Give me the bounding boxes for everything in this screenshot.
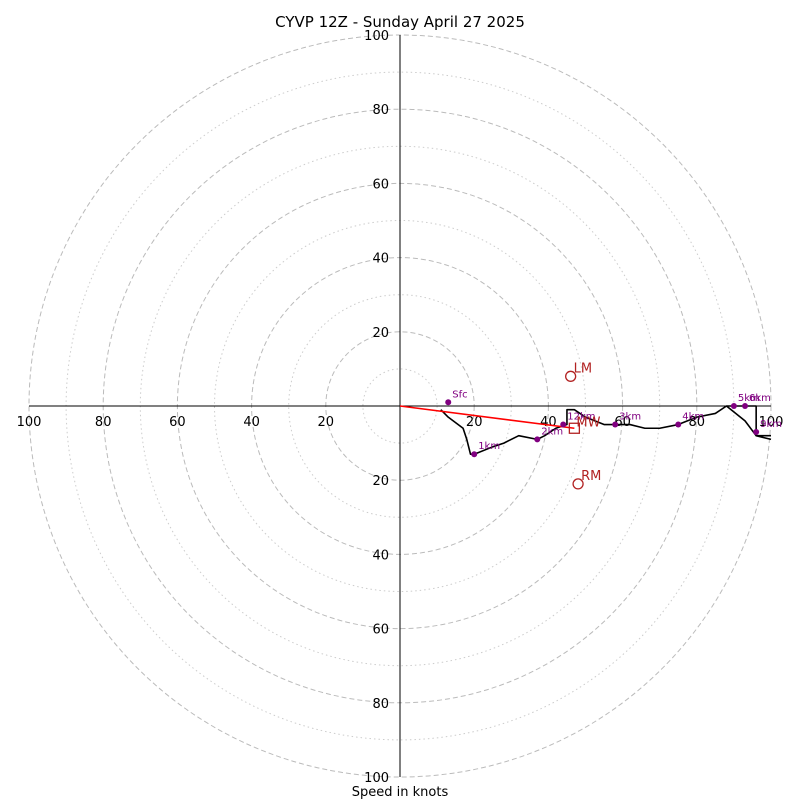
- y-tick-label: 20: [372, 326, 389, 341]
- storm-motion-markers: LM RM MW: [565, 361, 601, 490]
- right-mover-label: RM: [581, 469, 601, 484]
- height-label-2km: 2km: [541, 426, 563, 437]
- right-mover-marker: [572, 478, 584, 490]
- x-tick-label: 80: [95, 415, 112, 430]
- y-tick-label: 100: [364, 29, 389, 44]
- x-tick-label: 20: [466, 415, 483, 430]
- shear-vector: [399, 405, 575, 430]
- height-label-12km: 12km: [567, 412, 595, 423]
- wind-trace-segment: [725, 405, 771, 437]
- x-tick-label: 100: [17, 415, 42, 430]
- y-tick-label: 40: [372, 548, 389, 563]
- height-label-5km: 5km: [738, 393, 760, 404]
- height-label-1km: 1km: [478, 441, 500, 452]
- height-marker-4km: [675, 421, 682, 428]
- height-marker-9km: [753, 428, 760, 435]
- y-tick-label: 20: [372, 474, 389, 489]
- x-tick-label: 60: [169, 415, 186, 430]
- x-tick-label: 40: [243, 415, 260, 430]
- y-tick-label: 40: [372, 252, 389, 267]
- height-marker-6km: [742, 403, 749, 409]
- height-marker-1km: [471, 451, 478, 458]
- height-label-9km: 9km: [760, 419, 782, 430]
- tick-labels: 100 80 60 40 20 20 40 60 80 100100806040202040608…: [17, 29, 784, 786]
- height-label-4km: 4km: [682, 412, 704, 423]
- height-marker-3km: [612, 421, 619, 428]
- left-mover-marker: [565, 370, 577, 382]
- left-mover-label: LM: [574, 361, 592, 376]
- shear-layer: [399, 405, 575, 430]
- y-tick-label: 60: [372, 177, 389, 192]
- mean-wind-marker: [568, 422, 581, 434]
- x-tick-label: 60: [614, 415, 631, 430]
- height-marker-sfc: [445, 399, 452, 406]
- height-label-6km: 6km: [749, 393, 771, 404]
- mean-wind-label: MW: [576, 415, 600, 430]
- height-label-3km: 3km: [619, 412, 641, 423]
- y-tick-label: 60: [372, 623, 389, 638]
- height-marker-5km: [730, 403, 737, 409]
- height-label-sfc: Sfc: [452, 389, 467, 400]
- height-marker-12km: [560, 421, 567, 428]
- y-tick-label: 100: [364, 771, 389, 786]
- x-tick-label: 100: [759, 415, 784, 430]
- y-tick-label: 80: [372, 103, 389, 118]
- y-tick-label: 80: [372, 697, 389, 712]
- x-tick-label: 20: [318, 415, 335, 430]
- chart-title: CYVP 12Z - Sunday April 27 2025: [275, 13, 525, 31]
- x-axis-label: Speed in knots: [352, 785, 449, 800]
- height-marker-2km: [534, 436, 541, 443]
